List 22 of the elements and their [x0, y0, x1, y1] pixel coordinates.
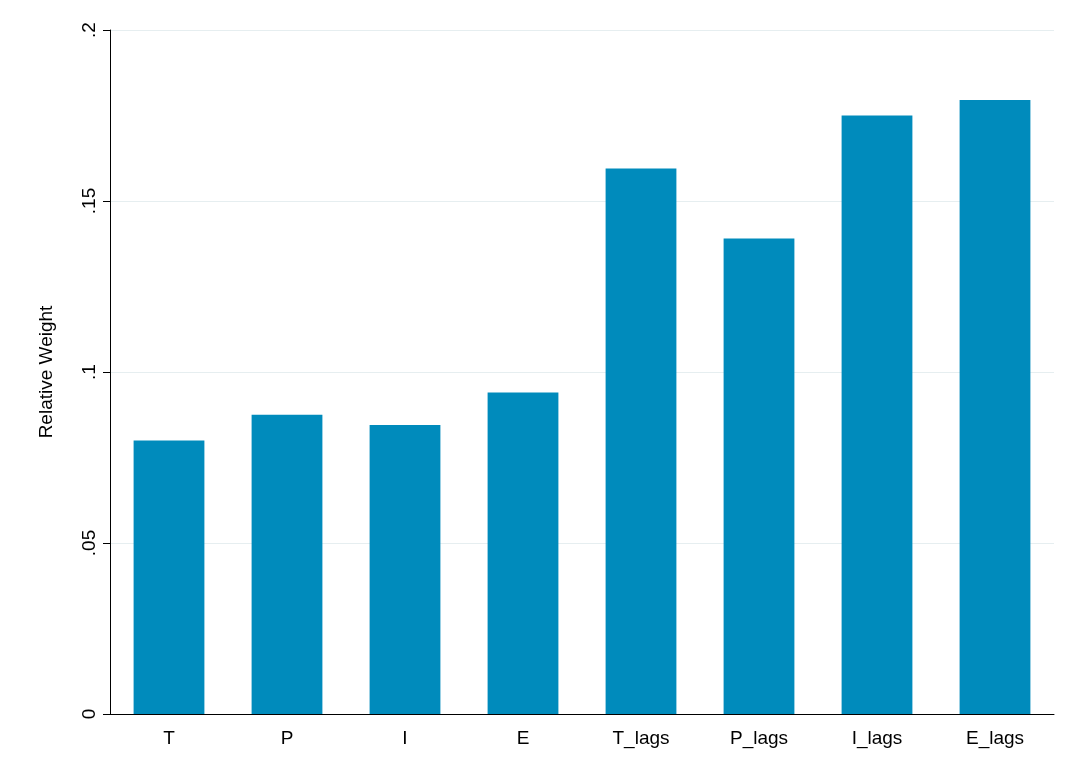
bar [959, 100, 1031, 714]
x-tick-label: E [516, 727, 530, 748]
x-tick-label: T_lags [612, 727, 670, 749]
y-tick-label: .1 [78, 364, 99, 380]
bar [841, 115, 913, 714]
y-tick-label: .15 [78, 187, 99, 215]
bar [133, 440, 205, 714]
x-tick-label: I_lags [851, 727, 903, 749]
x-tick-label: E_lags [965, 727, 1025, 749]
y-axis-title: Relative Weight [35, 304, 56, 439]
bar [723, 238, 795, 714]
bar [369, 425, 441, 714]
x-tick-label: P [280, 727, 294, 748]
x-tick-label: T [163, 727, 176, 748]
y-tick-label: .2 [78, 22, 99, 38]
x-tick-label: I [402, 727, 408, 748]
bar [605, 168, 677, 714]
x-tick-label: P_lags [729, 727, 789, 749]
y-tick-label: .05 [78, 529, 99, 557]
bar [251, 414, 323, 714]
y-tick-label: 0 [78, 708, 99, 720]
bar [487, 392, 559, 714]
